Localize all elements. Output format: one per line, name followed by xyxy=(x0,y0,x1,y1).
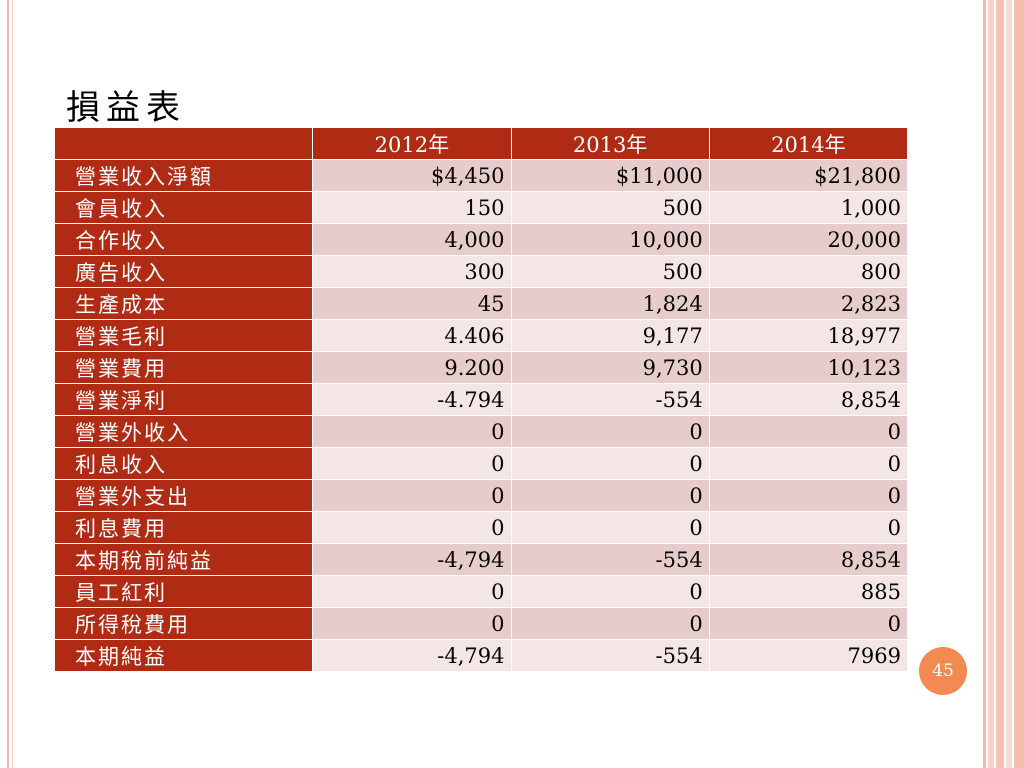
row-label: 利息費用 xyxy=(53,511,314,544)
value-cell: 0 xyxy=(510,479,710,512)
table-row: 合作收入 4,000 10,000 20,000 xyxy=(53,223,909,256)
table-row: 利息費用 0 0 0 xyxy=(53,511,909,544)
value-cell: 0 xyxy=(510,511,710,544)
value-cell: 9,177 xyxy=(510,319,710,352)
row-label: 營業外收入 xyxy=(53,415,314,448)
value-cell: 500 xyxy=(510,255,710,288)
page-number-badge: 45 xyxy=(919,647,967,695)
value-cell: 8,854 xyxy=(708,383,909,416)
row-label: 利息收入 xyxy=(53,447,314,480)
table-row: 利息收入 0 0 0 xyxy=(53,447,909,480)
table-header-row: 2012年 2013年 2014年 xyxy=(53,127,909,160)
value-cell: 885 xyxy=(708,575,909,608)
value-cell: 300 xyxy=(312,255,512,288)
value-cell: 800 xyxy=(708,255,909,288)
row-label: 營業費用 xyxy=(53,351,314,384)
value-cell: -554 xyxy=(510,543,710,576)
row-label: 廣告收入 xyxy=(53,255,314,288)
value-cell: 10,123 xyxy=(708,351,909,384)
header-year-2012: 2012年 xyxy=(312,127,512,160)
value-cell: 0 xyxy=(708,447,909,480)
row-label: 營業收入淨額 xyxy=(53,159,314,192)
row-label: 本期稅前純益 xyxy=(53,543,314,576)
value-cell: 4,000 xyxy=(312,223,512,256)
value-cell: 0 xyxy=(510,415,710,448)
row-label: 員工紅利 xyxy=(53,575,314,608)
value-cell: -4.794 xyxy=(312,383,512,416)
table-row: 會員收入 150 500 1,000 xyxy=(53,191,909,224)
value-cell: $21,800 xyxy=(708,159,909,192)
table-row: 生產成本 45 1,824 2,823 xyxy=(53,287,909,320)
table-row: 本期稅前純益 -4,794 -554 8,854 xyxy=(53,543,909,576)
value-cell: 0 xyxy=(312,415,512,448)
table-row: 營業收入淨額 $4,450 $11,000 $21,800 xyxy=(53,159,909,192)
value-cell: 8,854 xyxy=(708,543,909,576)
value-cell: 9,730 xyxy=(510,351,710,384)
left-border-line-inner xyxy=(12,0,13,768)
value-cell: 20,000 xyxy=(708,223,909,256)
value-cell: 4.406 xyxy=(312,319,512,352)
table-row: 營業毛利 4.406 9,177 18,977 xyxy=(53,319,909,352)
row-label: 營業毛利 xyxy=(53,319,314,352)
value-cell: 150 xyxy=(312,191,512,224)
header-year-2013: 2013年 xyxy=(510,127,710,160)
row-label: 營業外支出 xyxy=(53,479,314,512)
right-decorative-stripes xyxy=(980,0,1024,768)
row-label: 營業淨利 xyxy=(53,383,314,416)
table-row: 所得稅費用 0 0 0 xyxy=(53,607,909,640)
row-label: 本期純益 xyxy=(53,639,314,672)
row-label: 會員收入 xyxy=(53,191,314,224)
value-cell: 18,977 xyxy=(708,319,909,352)
value-cell: 0 xyxy=(510,575,710,608)
value-cell: 0 xyxy=(708,511,909,544)
table-row: 廣告收入 300 500 800 xyxy=(53,255,909,288)
table-row: 營業費用 9.200 9,730 10,123 xyxy=(53,351,909,384)
table-row: 營業外收入 0 0 0 xyxy=(53,415,909,448)
header-corner-cell xyxy=(53,127,314,160)
value-cell: 0 xyxy=(312,575,512,608)
value-cell: 0 xyxy=(708,415,909,448)
value-cell: 0 xyxy=(312,511,512,544)
row-label: 生產成本 xyxy=(53,287,314,320)
table-body: 營業收入淨額 $4,450 $11,000 $21,800 會員收入 150 500 1,00… xyxy=(53,159,909,672)
value-cell: -4,794 xyxy=(312,639,512,672)
table-row: 營業淨利 -4.794 -554 8,854 xyxy=(53,383,909,416)
left-border-line xyxy=(7,0,9,768)
table-row: 本期純益 -4,794 -554 7969 xyxy=(53,639,909,672)
value-cell: 500 xyxy=(510,191,710,224)
value-cell: $11,000 xyxy=(510,159,710,192)
table-row: 營業外支出 0 0 0 xyxy=(53,479,909,512)
table-row: 員工紅利 0 0 885 xyxy=(53,575,909,608)
row-label: 合作收入 xyxy=(53,223,314,256)
value-cell: 1,000 xyxy=(708,191,909,224)
value-cell: 7969 xyxy=(708,639,909,672)
slide-title: 損益表 xyxy=(66,88,186,128)
value-cell: 0 xyxy=(312,447,512,480)
value-cell: 0 xyxy=(312,479,512,512)
value-cell: $4,450 xyxy=(312,159,512,192)
value-cell: 9.200 xyxy=(312,351,512,384)
value-cell: 0 xyxy=(312,607,512,640)
value-cell: 1,824 xyxy=(510,287,710,320)
value-cell: 0 xyxy=(510,607,710,640)
value-cell: 45 xyxy=(312,287,512,320)
value-cell: 10,000 xyxy=(510,223,710,256)
value-cell: 0 xyxy=(708,607,909,640)
income-statement-table: 2012年 2013年 2014年 營業收入淨額 $4,450 $11,000 $21… xyxy=(53,127,909,672)
value-cell: 0 xyxy=(708,479,909,512)
header-year-2014: 2014年 xyxy=(708,127,909,160)
value-cell: -4,794 xyxy=(312,543,512,576)
row-label: 所得稅費用 xyxy=(53,607,314,640)
value-cell: 0 xyxy=(510,447,710,480)
value-cell: -554 xyxy=(510,639,710,672)
value-cell: 2,823 xyxy=(708,287,909,320)
value-cell: -554 xyxy=(510,383,710,416)
